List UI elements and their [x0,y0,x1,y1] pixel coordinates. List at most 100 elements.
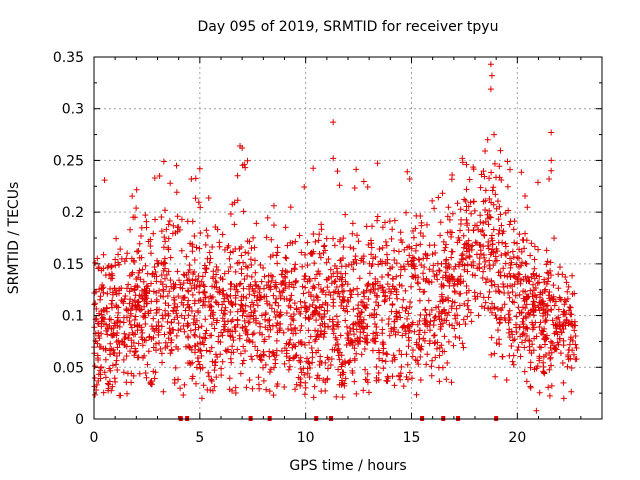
data-point [250,234,257,241]
data-point [239,325,246,332]
data-point [502,260,509,267]
data-point [365,280,372,287]
data-point [515,304,522,311]
data-point [482,299,489,306]
data-point [397,264,404,271]
data-point [198,395,205,402]
data-point [272,279,279,286]
data-point [432,354,439,361]
x-tick-label: 20 [508,430,526,446]
data-point [560,322,567,329]
data-point [565,347,572,353]
data-point [556,335,563,342]
data-point [122,293,129,300]
data-point [550,293,557,300]
data-point [511,239,518,246]
data-point [280,329,287,336]
data-point [526,347,533,354]
data-point [251,292,258,299]
data-point [465,237,472,244]
data-point [408,321,415,328]
data-point [328,273,335,280]
data-point [168,339,175,346]
data-point [432,250,439,257]
data-point [263,386,270,393]
data-point [128,379,135,386]
data-point [413,242,420,249]
data-point [497,211,504,218]
data-point [366,270,373,277]
data-point [466,252,473,259]
data-point [291,300,298,307]
data-point [379,317,386,324]
data-point [144,300,151,307]
data-point [191,297,198,304]
data-point [450,342,457,349]
data-point [362,304,369,311]
data-point [175,376,182,383]
data-point [102,374,109,381]
data-point [270,392,277,399]
data-point [379,224,386,231]
data-point [106,316,113,323]
data-point [285,302,292,309]
data-point [273,337,280,344]
data-point [511,281,518,288]
data-point [227,308,234,315]
data-point [160,158,167,165]
data-point [466,176,473,183]
data-point [181,315,188,322]
data-point [131,258,138,265]
data-point [227,280,234,287]
data-point [508,342,515,349]
data-point [510,253,517,260]
data-point [368,237,375,244]
data-point [547,338,554,345]
data-point [353,390,360,397]
data-point [346,359,353,366]
data-point [480,231,487,238]
data-point [429,197,436,204]
data-point [194,355,201,362]
data-point [405,261,412,268]
data-point [388,308,395,315]
data-point [383,242,390,249]
data-point [523,324,530,331]
data-point [199,273,206,280]
data-point [566,320,573,327]
data-point [109,362,116,369]
data-point [568,364,575,371]
data-point [116,392,123,399]
data-point [136,370,143,377]
data-point [108,332,115,339]
data-point [444,213,451,220]
data-point [461,241,468,248]
data-point [299,283,306,290]
data-point [458,252,465,259]
data-point [211,367,218,374]
data-point [489,237,496,244]
data-point [188,285,195,292]
data-point [396,309,403,316]
data-point [173,189,180,196]
data-point [456,321,463,328]
data-point [403,351,410,358]
data-point [185,297,192,304]
data-point [482,207,489,214]
data-point [340,305,347,312]
data-point [559,360,566,367]
data-point [140,313,147,320]
data-point [256,285,263,292]
data-point [464,261,471,268]
data-point [572,341,579,348]
data-point [336,182,343,189]
data-point [332,334,339,341]
data-point [552,298,559,305]
data-point [282,285,289,292]
data-point [297,327,304,334]
data-point [300,290,307,297]
data-point [333,284,340,291]
data-point [476,265,483,272]
x-tick-label: 10 [297,430,315,446]
data-point [460,316,467,323]
